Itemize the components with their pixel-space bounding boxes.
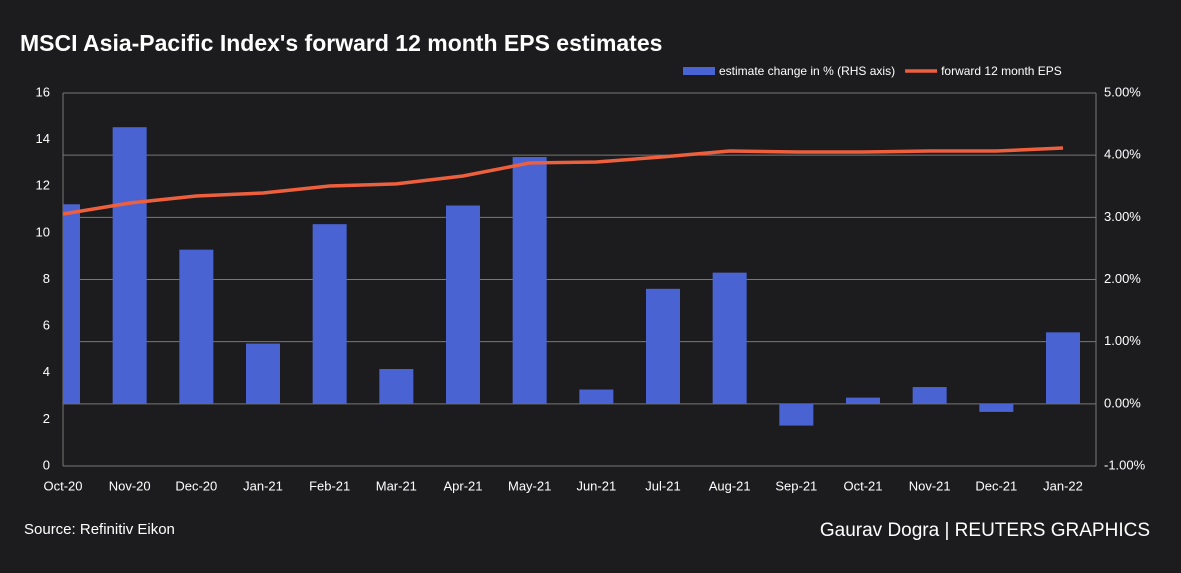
x-tick-label: Aug-21 <box>709 478 751 493</box>
x-tick-label: Jan-22 <box>1043 478 1083 493</box>
y-tick-label: 12 <box>36 178 50 193</box>
bar <box>379 369 414 404</box>
legend-label: estimate change in % (RHS axis) <box>719 64 895 78</box>
y2-tick-label: 0.00% <box>1104 395 1141 410</box>
y-tick-label: 0 <box>43 457 50 472</box>
x-tick-label: Oct-21 <box>843 478 882 493</box>
y-tick-label: 16 <box>36 84 50 99</box>
legend-label: forward 12 month EPS <box>941 64 1062 78</box>
y-tick-label: 4 <box>43 364 50 379</box>
bar <box>179 249 214 404</box>
y2-tick-label: -1.00% <box>1104 457 1146 472</box>
y2-tick-label: 1.00% <box>1104 333 1141 348</box>
bar <box>779 403 814 426</box>
y-tick-label: 6 <box>43 318 50 333</box>
x-tick-label: Dec-20 <box>175 478 217 493</box>
bar <box>646 288 680 404</box>
x-tick-label: Jan-21 <box>243 478 283 493</box>
bar <box>979 403 1014 412</box>
x-tick-label: May-21 <box>508 478 551 493</box>
y2-tick-label: 5.00% <box>1104 84 1141 99</box>
y-tick-label: 10 <box>36 224 50 239</box>
chart-title: MSCI Asia-Pacific Index's forward 12 mon… <box>20 30 662 56</box>
bar <box>312 224 347 404</box>
source: Source: Refinitiv Eikon <box>24 521 175 538</box>
x-tick-label: Mar-21 <box>376 478 417 493</box>
x-tick-label: Oct-20 <box>43 478 82 493</box>
x-tick-label: Dec-21 <box>975 478 1017 493</box>
bar <box>712 272 747 404</box>
x-tick-label: Sep-21 <box>775 478 817 493</box>
y-tick-label: 14 <box>36 131 50 146</box>
bar <box>63 204 80 404</box>
y2-tick-label: 4.00% <box>1104 147 1141 162</box>
bar <box>446 205 480 404</box>
x-tick-label: Apr-21 <box>443 478 482 493</box>
x-tick-label: Jun-21 <box>576 478 616 493</box>
y2-tick-label: 2.00% <box>1104 271 1141 286</box>
y-tick-label: 8 <box>43 271 50 286</box>
x-tick-label: Feb-21 <box>309 478 350 493</box>
bar <box>512 157 547 404</box>
line <box>63 146 1064 216</box>
bar <box>579 389 614 404</box>
bar <box>1046 332 1080 404</box>
legend-swatch <box>683 67 715 75</box>
bar <box>912 387 947 404</box>
x-tick-label: Nov-20 <box>109 478 151 493</box>
bar <box>112 127 147 404</box>
y-tick-label: 2 <box>43 411 50 426</box>
bar <box>246 343 280 404</box>
x-tick-label: Jul-21 <box>645 478 680 493</box>
credit: Gaurav Dogra | REUTERS GRAPHICS <box>820 520 1150 541</box>
bar <box>846 397 880 404</box>
plot <box>63 127 1080 426</box>
y2-tick-label: 3.00% <box>1104 209 1141 224</box>
x-tick-label: Nov-21 <box>909 478 951 493</box>
